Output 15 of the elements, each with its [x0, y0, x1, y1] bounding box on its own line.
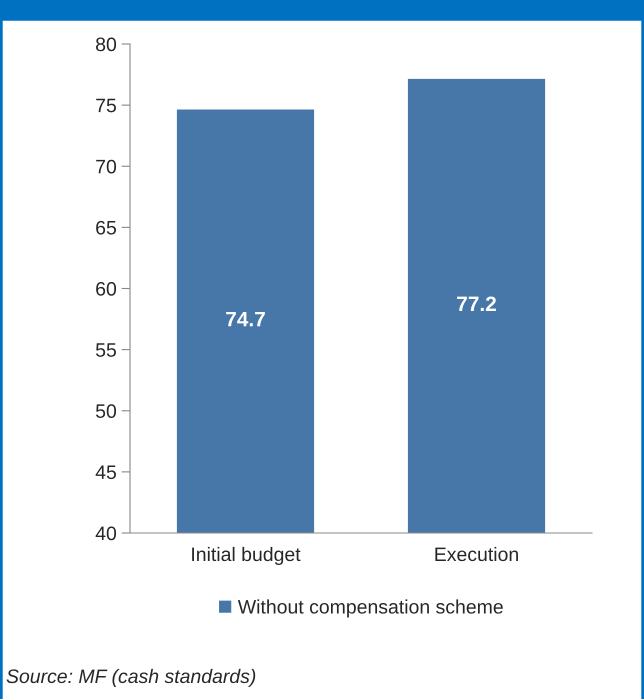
legend-label: Without compensation scheme: [238, 599, 503, 618]
y-tick-label: 70: [96, 160, 116, 174]
x-tick-label: Execution: [435, 546, 518, 562]
y-tick-label: 55: [96, 343, 116, 357]
data-label: 77.2: [457, 296, 496, 311]
y-tick-label: 65: [96, 220, 116, 235]
y-tick-label: 60: [96, 282, 116, 296]
x-tick-label: Initial budget: [192, 546, 300, 566]
y-tick-label: 50: [96, 404, 116, 418]
data-label: 74.7: [226, 312, 265, 326]
y-tick-label: 80: [96, 37, 116, 52]
source-note: Source: MF (cash standards): [6, 668, 256, 687]
y-tick-label: 45: [96, 466, 116, 480]
y-tick-label: 40: [96, 526, 116, 540]
y-tick-label: 75: [96, 98, 116, 112]
